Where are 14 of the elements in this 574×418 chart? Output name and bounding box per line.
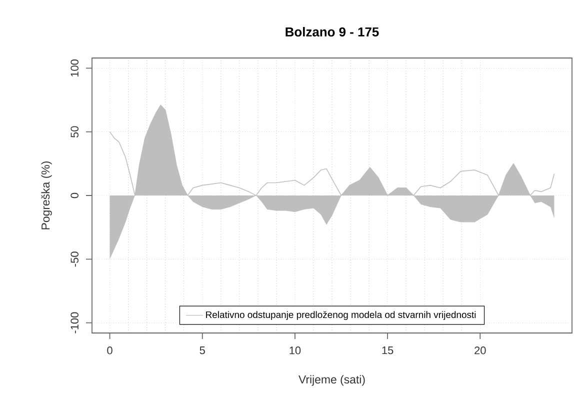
x-tick-label: 0: [107, 346, 112, 354]
y-tick-label: 50: [70, 126, 78, 138]
y-tick-label: 100: [70, 59, 78, 76]
x-tick-label: 5: [200, 346, 205, 354]
x-tick-label: 15: [382, 346, 394, 354]
x-tick-label: 20: [474, 346, 486, 354]
y-tick-label: -100: [70, 312, 78, 334]
legend-label: Relativno odstupanje predloženog modela od stvarnih vrijednosti: [206, 311, 476, 320]
y-tick-label: -50: [70, 252, 78, 267]
y-tick-label: 0: [70, 192, 78, 198]
chart-title: Bolzano 9 - 175: [286, 26, 379, 36]
x-axis-title: Vrijeme (sati): [298, 375, 365, 386]
x-tick-label: 10: [290, 346, 301, 354]
y-axis-title: Pogreška (%): [41, 162, 52, 230]
